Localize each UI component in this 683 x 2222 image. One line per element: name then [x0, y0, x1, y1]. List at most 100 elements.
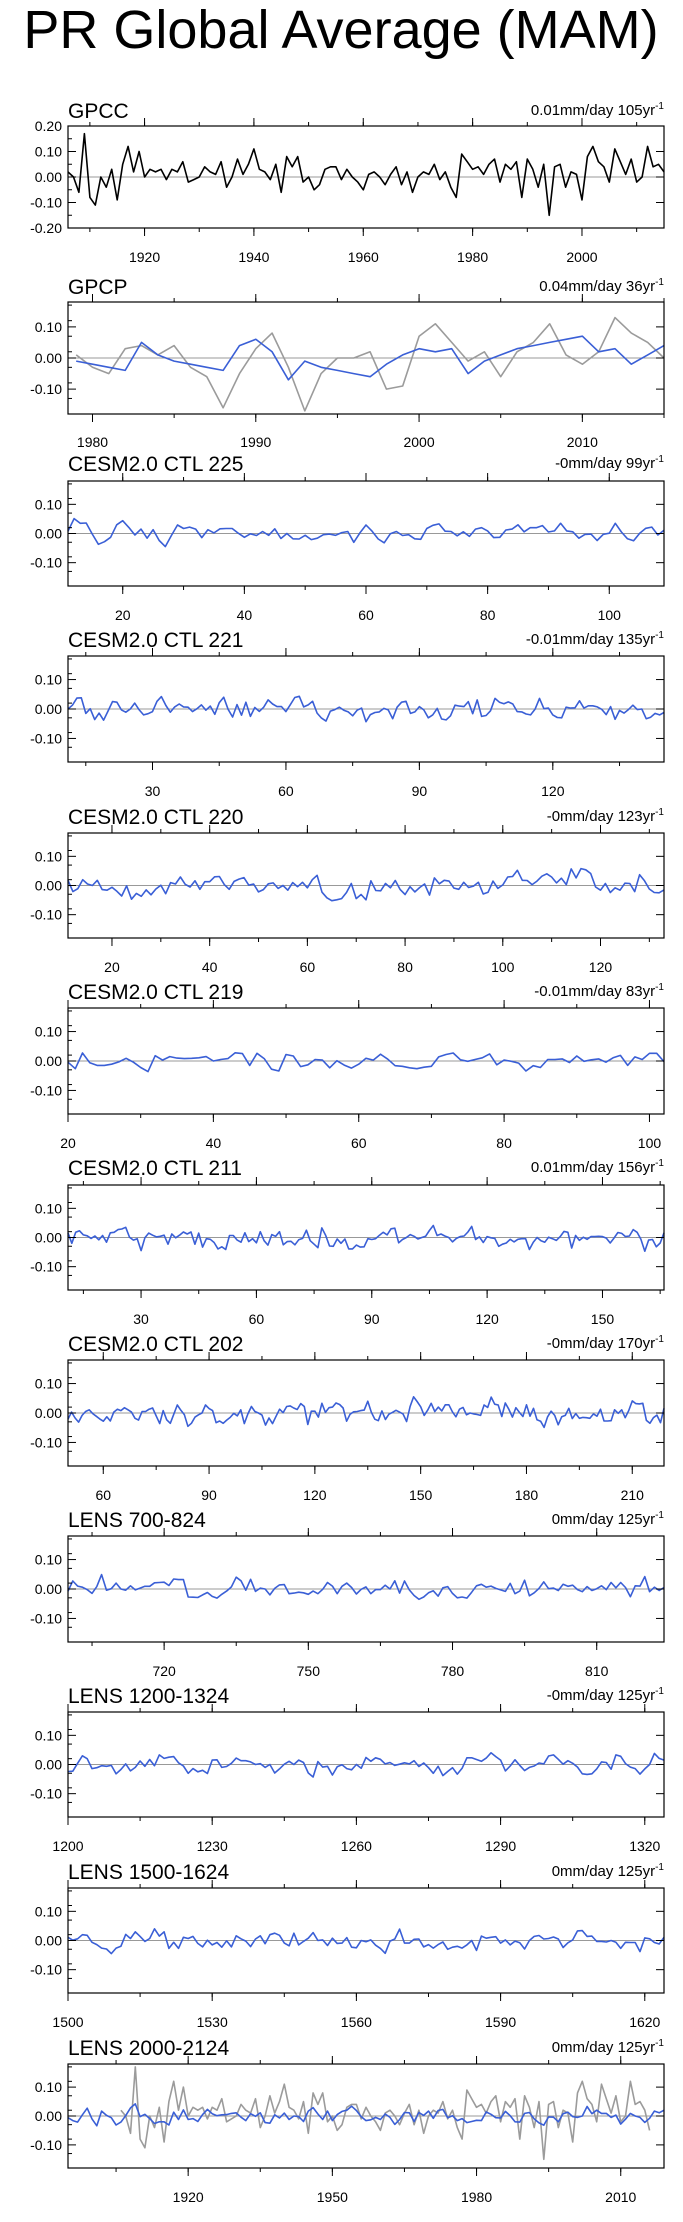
trend-exponent: -1: [655, 1510, 664, 1521]
x-tick-label: 20: [115, 607, 131, 623]
trend-text: 0.04mm/day 36yr: [539, 278, 655, 295]
x-tick-label: 120: [475, 1311, 499, 1327]
y-tick-label: 0.00: [35, 2108, 62, 2124]
trend-text: -0mm/day 123yr: [547, 808, 655, 825]
trend-exponent: -1: [655, 982, 664, 993]
trend-text: 0.01mm/day 156yr: [531, 1159, 655, 1176]
x-tick-label: 1990: [240, 434, 271, 450]
series-line: [67, 1396, 665, 1429]
x-tick-label: 80: [496, 1135, 512, 1151]
series-line: [67, 1752, 665, 1778]
x-tick-label: 60: [95, 1487, 111, 1503]
trend-exponent: -1: [655, 1862, 664, 1873]
trend-exponent: -1: [655, 101, 664, 112]
panel-3: CESM2.0 CTL 225 -0mm/day 99yr-1 -0.10 0.00 0…: [30, 453, 665, 623]
y-tick-label: 0.00: [35, 1933, 62, 1949]
panel-9: LENS 700-824 0mm/day 125yr-1 -0.10 0.00 0.10…: [30, 1509, 665, 1679]
trend-text: -0mm/day 125yr: [547, 1687, 655, 1704]
series-line: [67, 1573, 665, 1601]
x-tick-label: 60: [300, 959, 316, 975]
y-tick-label: 0.10: [35, 496, 62, 512]
x-tick-label: 180: [515, 1487, 539, 1503]
y-tick-label: 0.00: [35, 701, 62, 717]
series-line: [67, 2103, 665, 2127]
x-tick-label: 1940: [238, 249, 269, 265]
trend-exponent: -1: [655, 630, 664, 641]
y-tick-label: -0.10: [30, 2137, 62, 2153]
panel-title: CESM2.0 CTL 202: [68, 1333, 243, 1356]
y-tick-label: 0.00: [35, 350, 62, 366]
x-tick-label: 1920: [173, 2189, 204, 2205]
trend-exponent: -1: [655, 277, 664, 288]
y-tick-label: -0.10: [30, 907, 62, 923]
y-tick-label: -0.10: [30, 555, 62, 571]
y-tick-label: 0.10: [35, 1200, 62, 1216]
series-line: [120, 2066, 651, 2161]
trend-exponent: -1: [655, 1686, 664, 1697]
y-tick-label: 0.10: [35, 2079, 62, 2095]
panel-title: GPCP: [68, 276, 128, 299]
y-tick-label: -0.10: [30, 1082, 62, 1098]
y-tick-label: 0.10: [35, 144, 62, 160]
x-tick-label: 120: [589, 959, 613, 975]
y-tick-label: 0.10: [35, 1024, 62, 1040]
x-tick-label: 60: [351, 1135, 367, 1151]
trend-text: -0.01mm/day 83yr: [534, 983, 655, 1000]
series-line: [67, 867, 665, 902]
x-tick-label: 40: [206, 1135, 222, 1151]
x-tick-label: 120: [541, 783, 565, 799]
panel-10: LENS 1200-1324 -0mm/day 125yr-1 -0.10 0.00 0…: [30, 1685, 665, 1854]
x-tick-label: 30: [133, 1311, 149, 1327]
panel-title: CESM2.0 CTL 221: [68, 629, 243, 652]
x-tick-label: 90: [201, 1487, 217, 1503]
trend-text: 0.01mm/day 105yr: [531, 102, 655, 119]
y-tick-label: 0.10: [35, 1903, 62, 1919]
x-tick-label: 1320: [629, 1838, 660, 1854]
series-line: [67, 517, 665, 548]
panel-title: CESM2.0 CTL 211: [68, 1157, 242, 1180]
panel-title: LENS 700-824: [68, 1509, 206, 1532]
x-tick-label: 90: [364, 1311, 380, 1327]
x-tick-label: 60: [278, 783, 294, 799]
series-line: [67, 1928, 665, 1955]
x-tick-label: 1560: [341, 2014, 372, 2030]
trend-label: -0.01mm/day 83yr-1: [534, 982, 664, 1000]
series-line: [67, 1052, 665, 1073]
trend-label: -0.01mm/day 135yr-1: [526, 630, 665, 648]
y-tick-label: -0.10: [30, 730, 62, 746]
panel-title: GPCC: [68, 100, 129, 123]
x-tick-label: 20: [60, 1135, 76, 1151]
panel-4: CESM2.0 CTL 221 -0.01mm/day 135yr-1 -0.10 0…: [30, 629, 665, 799]
y-tick-label: -0.10: [30, 381, 62, 397]
x-tick-label: 210: [621, 1487, 645, 1503]
trend-label: 0.04mm/day 36yr-1: [539, 277, 664, 295]
trend-label: 0mm/day 125yr-1: [552, 2038, 665, 2056]
x-tick-label: 30: [145, 783, 161, 799]
figure-title: PR Global Average (MAM): [23, 0, 658, 60]
x-tick-label: 120: [303, 1487, 327, 1503]
panel-title: LENS 2000-2124: [68, 2037, 229, 2060]
trend-text: 0mm/day 125yr: [552, 1511, 655, 1528]
trend-text: -0mm/day 99yr: [555, 455, 655, 472]
panel-5: CESM2.0 CTL 220 -0mm/day 123yr-1 -0.10 0.00…: [30, 806, 665, 975]
x-tick-label: 40: [237, 607, 253, 623]
panel-2: GPCP 0.04mm/day 36yr-1 -0.10 0.00 0.10 1980 19…: [30, 276, 665, 450]
x-tick-label: 1620: [629, 2014, 660, 2030]
x-tick-label: 1200: [52, 1838, 83, 1854]
y-tick-label: 0.00: [35, 1405, 62, 1421]
x-tick-label: 1260: [341, 1838, 372, 1854]
y-tick-label: 0.10: [35, 848, 62, 864]
series-line: [67, 1224, 665, 1252]
y-tick-label: 0.10: [35, 672, 62, 688]
y-tick-label: 0.00: [35, 1230, 62, 1246]
x-tick-label: 80: [480, 607, 496, 623]
x-tick-label: 1980: [77, 434, 108, 450]
trend-label: 0mm/day 125yr-1: [552, 1862, 665, 1880]
y-tick-label: 0.00: [35, 1581, 62, 1597]
y-tick-label: -0.10: [30, 1259, 62, 1275]
series-line: [76, 335, 665, 381]
x-tick-label: 100: [598, 607, 622, 623]
series-line: [67, 132, 665, 217]
panel-12: LENS 2000-2124 0mm/day 125yr-1 -0.10 0.00 0.…: [30, 2037, 665, 2205]
